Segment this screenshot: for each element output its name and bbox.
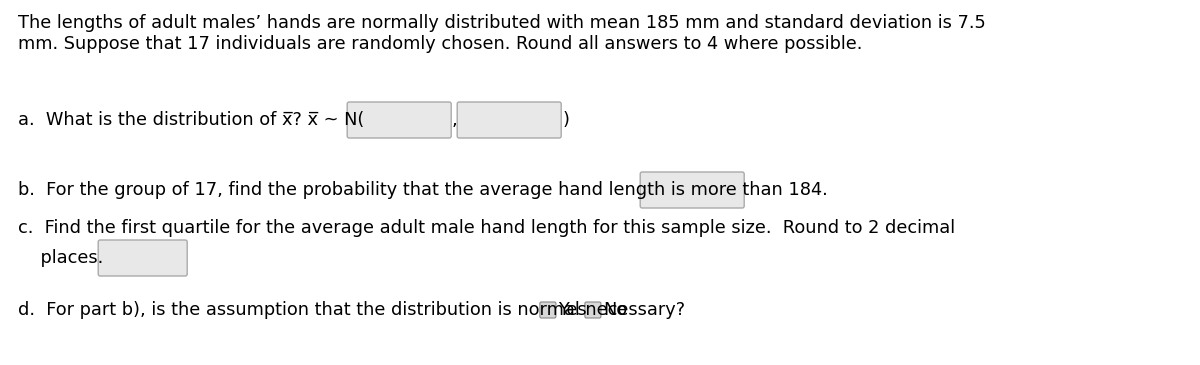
Text: ): ) bbox=[563, 111, 569, 129]
Text: a.  What is the distribution of x̅? x̅ ~ N(: a. What is the distribution of x̅? x̅ ~ … bbox=[18, 111, 365, 129]
Text: b.  For the group of 17, find the probability that the average hand length is mo: b. For the group of 17, find the probabi… bbox=[18, 181, 828, 199]
Text: c.  Find the first quartile for the average adult male hand length for this samp: c. Find the first quartile for the avera… bbox=[18, 219, 955, 237]
Text: ,: , bbox=[451, 111, 457, 129]
Text: The lengths of adult males’ hands are normally distributed with mean 185 mm and : The lengths of adult males’ hands are no… bbox=[18, 14, 985, 53]
FancyBboxPatch shape bbox=[347, 102, 451, 138]
FancyBboxPatch shape bbox=[98, 240, 187, 276]
FancyBboxPatch shape bbox=[584, 302, 601, 318]
Text: d.  For part b), is the assumption that the distribution is normal necessary?: d. For part b), is the assumption that t… bbox=[18, 301, 685, 319]
FancyBboxPatch shape bbox=[641, 172, 744, 208]
Text: places.: places. bbox=[18, 249, 103, 267]
Text: Yes: Yes bbox=[558, 301, 587, 319]
FancyBboxPatch shape bbox=[457, 102, 562, 138]
Text: No: No bbox=[604, 301, 628, 319]
FancyBboxPatch shape bbox=[540, 302, 556, 318]
